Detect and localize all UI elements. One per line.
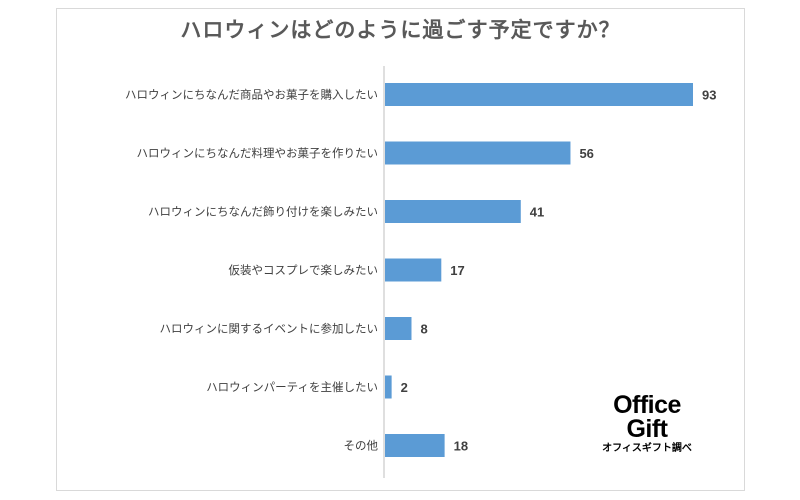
data-label: 56 bbox=[579, 146, 593, 161]
bar bbox=[385, 141, 571, 165]
category-label: ハロウィンにちなんだ飾り付けを楽しみたい bbox=[148, 205, 378, 219]
bar bbox=[385, 83, 693, 106]
bar bbox=[385, 258, 442, 282]
bar bbox=[385, 434, 445, 457]
logo-line-gift: Gift bbox=[626, 415, 668, 443]
category-label: 仮装やコスプレで楽しみたい bbox=[229, 263, 379, 277]
data-label: 93 bbox=[702, 88, 716, 103]
bar bbox=[385, 317, 412, 340]
data-label: 18 bbox=[454, 439, 468, 454]
category-label: ハロウィンにちなんだ商品やお菓子を購入したい bbox=[125, 88, 378, 102]
logo-line-office: Office bbox=[613, 391, 681, 419]
data-label: 41 bbox=[530, 205, 544, 220]
bar bbox=[385, 200, 521, 223]
category-label: その他 bbox=[344, 439, 379, 453]
logo-caption: オフィスギフト調べ bbox=[602, 443, 692, 454]
category-label: ハロウィンに関するイベントに参加したい bbox=[160, 322, 379, 336]
chart-title: ハロウィンはどのように過ごす予定ですか？ bbox=[180, 18, 621, 42]
office-gift-logo: Office Gift オフィスギフト調べ bbox=[588, 393, 706, 455]
bar bbox=[385, 375, 392, 399]
data-label: 17 bbox=[450, 263, 464, 278]
data-label: 8 bbox=[420, 322, 427, 337]
data-label: 2 bbox=[401, 380, 408, 395]
category-label: ハロウィンパーティを主催したい bbox=[206, 380, 378, 394]
category-label: ハロウィンにちなんだ料理やお菓子を作りたい bbox=[137, 146, 379, 160]
